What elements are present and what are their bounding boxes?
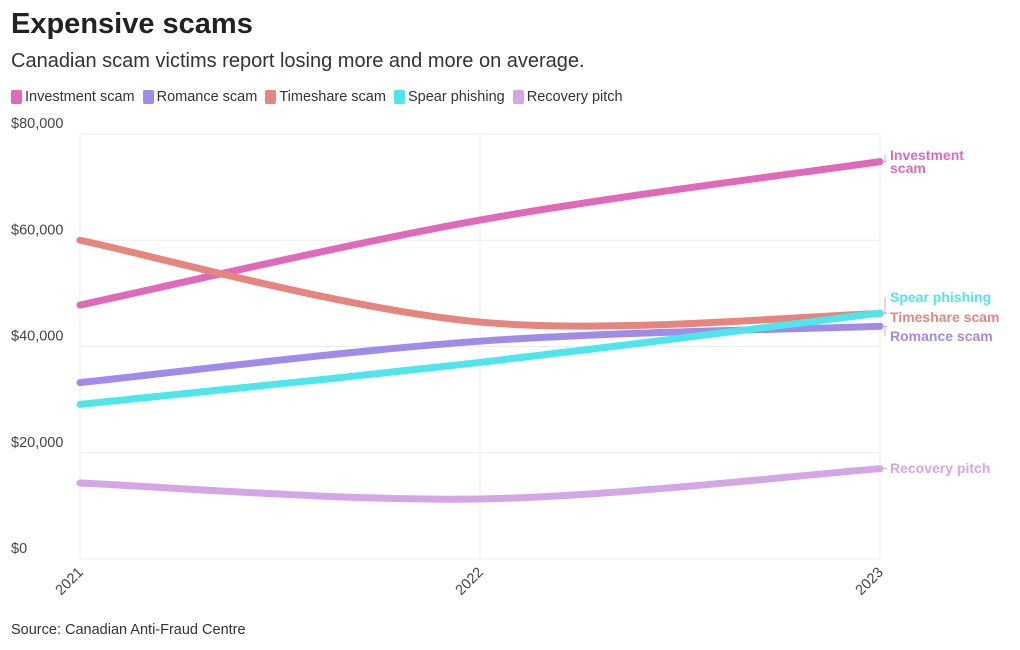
legend-label: Timeshare scam [279,89,386,105]
x-tick-label: 2021 [53,565,87,599]
series-end-label: scam [890,160,926,176]
x-tick-label: 2023 [853,565,887,599]
source-note: Source: Canadian Anti-Fraud Centre [11,622,246,638]
series-line [76,309,884,408]
legend-label: Investment scam [25,89,135,105]
chart-subtitle: Canadian scam victims report losing more… [11,50,585,72]
series-end-label: Romance scam [890,328,993,344]
series-end-label: Spear phishing [890,289,991,305]
y-tick-label: $80,000 [11,116,63,132]
legend-label: Recovery pitch [526,89,623,105]
legend-item: Recovery pitch [512,89,623,105]
series-line [76,236,884,330]
x-tick-label: 2022 [453,565,487,599]
legend-swatch [265,90,277,104]
series-end-label: Recovery pitch [890,460,990,476]
series-line [76,322,884,387]
legend-item: Romance scam [142,89,258,105]
legend-swatch [142,90,154,104]
series-end-label: Timeshare scam [890,309,999,325]
legend-swatch [11,90,22,104]
legend-swatch [512,90,524,104]
series-line [76,465,884,503]
legend-item: Timeshare scam [265,89,386,105]
legend-label: Spear phishing [407,89,505,105]
series-line [76,158,884,309]
y-tick-label: $0 [11,541,27,557]
legend-swatch [393,90,405,104]
legend: Investment scam Romance scam Timeshare sca… [11,89,625,105]
series-end-label: Investment [890,147,964,163]
legend-item: Spear phishing [393,89,505,105]
chart-title: Expensive scams [11,8,253,40]
y-tick-label: $20,000 [11,435,63,451]
legend-item: Investment scam [11,89,135,105]
legend-label: Romance scam [156,89,258,105]
y-tick-label: $40,000 [11,329,63,345]
y-tick-label: $60,000 [11,222,63,238]
